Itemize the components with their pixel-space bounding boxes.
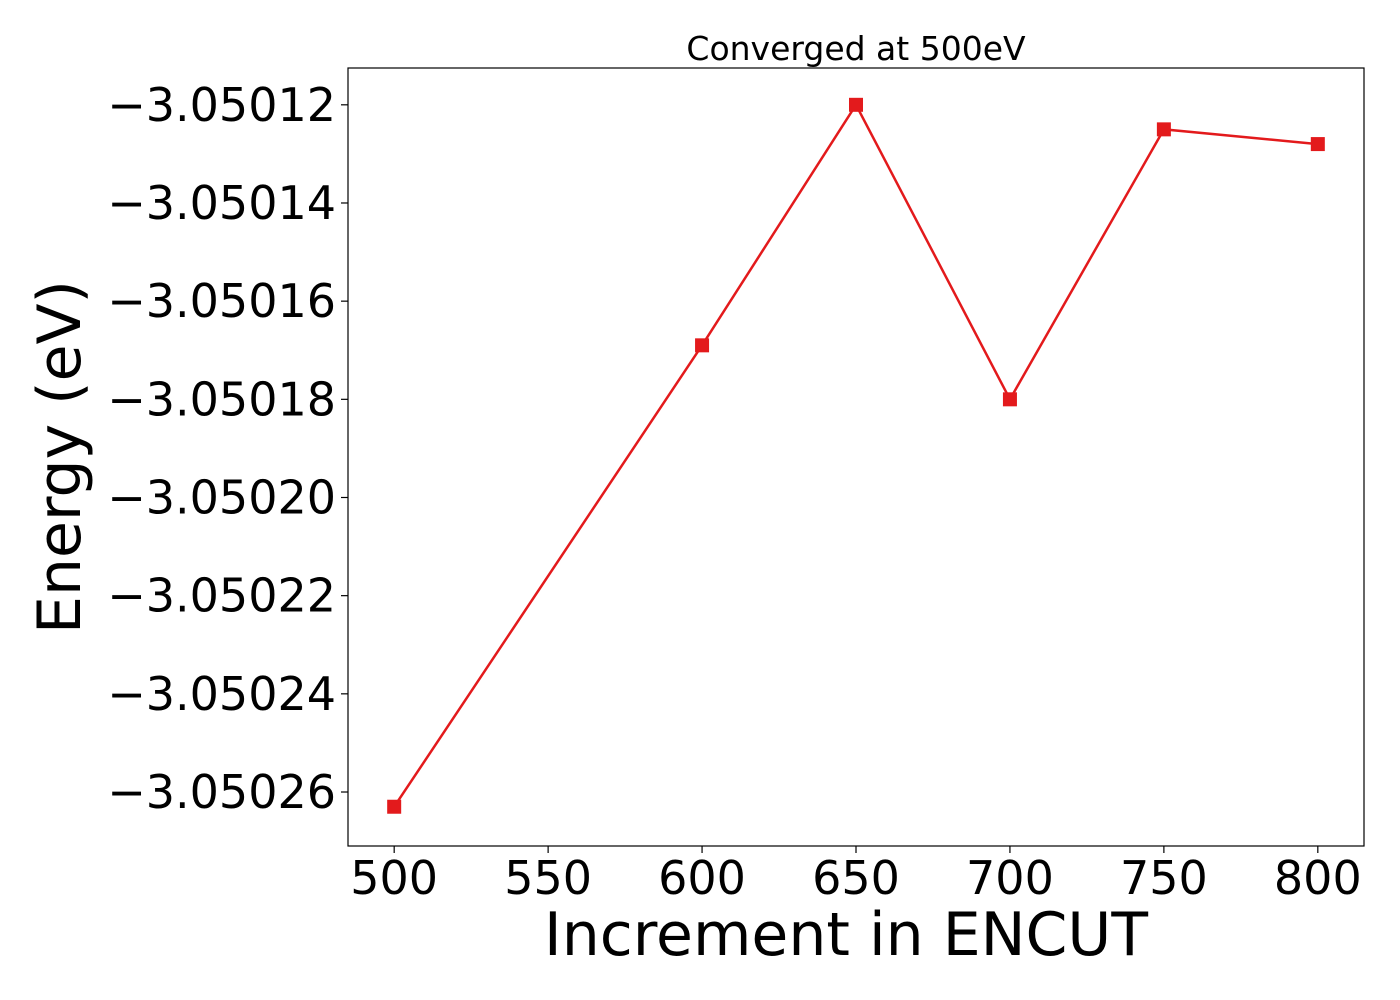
data-point-marker <box>387 799 402 814</box>
y-tick-label: −3.05018 <box>107 372 336 426</box>
x-axis-label: Increment in ENCUT <box>544 900 1148 970</box>
series-layer <box>387 97 1325 814</box>
data-point-marker <box>695 338 710 353</box>
x-axis: 500 550 600 650 700 750 800 <box>350 846 1362 905</box>
x-tick-label: 700 <box>966 851 1054 905</box>
x-tick-label: 600 <box>658 851 746 905</box>
x-tick-label: 650 <box>812 851 900 905</box>
data-point-marker <box>1310 137 1325 152</box>
data-point-marker <box>1002 392 1017 407</box>
x-tick-label: 500 <box>350 851 438 905</box>
y-tick-label: −3.05016 <box>107 274 336 328</box>
x-tick-label: 550 <box>504 851 592 905</box>
y-axis-label: Energy (eV) <box>25 280 95 634</box>
y-tick-label: −3.05020 <box>107 470 336 524</box>
data-point-marker <box>1156 122 1171 137</box>
y-tick-label: −3.05022 <box>107 569 336 623</box>
series-line <box>393 102 1318 808</box>
data-point-marker <box>849 97 863 112</box>
chart-title: Converged at 500eV <box>686 29 1026 68</box>
y-axis: −3.05026 −3.05024 −3.05022 −3.05020 −3.05018… <box>107 78 348 819</box>
x-tick-label: 800 <box>1274 851 1362 905</box>
y-tick-label: −3.05024 <box>107 667 336 721</box>
y-tick-label: −3.05012 <box>107 78 336 132</box>
y-tick-label: −3.05026 <box>107 765 336 819</box>
y-tick-label: −3.05014 <box>107 176 336 230</box>
x-tick-label: 750 <box>1120 851 1208 905</box>
plot-area-frame <box>347 67 1365 847</box>
